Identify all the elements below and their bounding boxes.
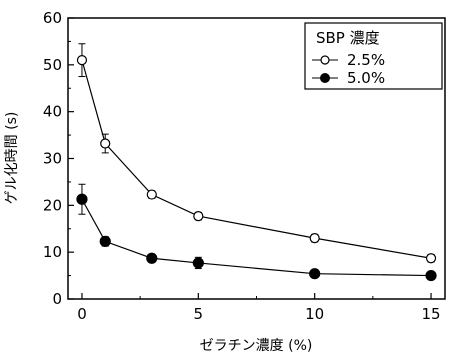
y-axis-label: ゲル化時間 (s) (4, 112, 20, 205)
y-tick-label: 60 (43, 9, 62, 27)
data-point (425, 253, 437, 264)
data-point (76, 55, 88, 66)
series-sbp-5-0 (76, 183, 437, 282)
legend-label-2-5: 2.5% (347, 51, 385, 69)
y-tick-label: 50 (43, 56, 62, 74)
data-point (76, 193, 88, 205)
data-point (309, 233, 320, 244)
series-line (81, 198, 432, 277)
x-tick-labels: 0 5 10 15 (77, 305, 440, 323)
x-tick-label: 0 (77, 305, 87, 323)
x-tick-label: 15 (421, 305, 440, 323)
y-tick-label: 20 (43, 196, 62, 214)
x-axis-label: ゼラチン濃度 (%) (200, 338, 313, 354)
series-sbp-2-5 (76, 43, 437, 264)
data-point (146, 189, 157, 200)
legend: SBP 濃度 2.5% 5.0% (304, 22, 443, 90)
y-tick-label: 10 (43, 243, 62, 261)
legend-label-5-0: 5.0% (347, 69, 385, 87)
data-point (100, 138, 111, 149)
x-tick-label: 5 (194, 305, 204, 323)
y-tick-label: 30 (43, 150, 62, 168)
data-point (192, 257, 204, 269)
legend-marker-2-5 (320, 55, 330, 65)
series-line (81, 59, 432, 259)
data-point (193, 211, 204, 222)
data-point (425, 269, 437, 282)
y-tick-label: 0 (52, 290, 62, 308)
axis-ticks (68, 17, 432, 300)
legend-title: SBP 濃度 (316, 29, 380, 47)
y-tick-labels: 0 10 20 30 40 50 60 (43, 9, 62, 308)
legend-marker-5-0 (320, 73, 330, 83)
x-tick-label: 10 (305, 305, 324, 323)
data-point (99, 235, 111, 247)
data-point (146, 252, 158, 264)
y-tick-label: 40 (43, 103, 62, 121)
data-point (309, 268, 321, 280)
series-layer (76, 43, 437, 282)
